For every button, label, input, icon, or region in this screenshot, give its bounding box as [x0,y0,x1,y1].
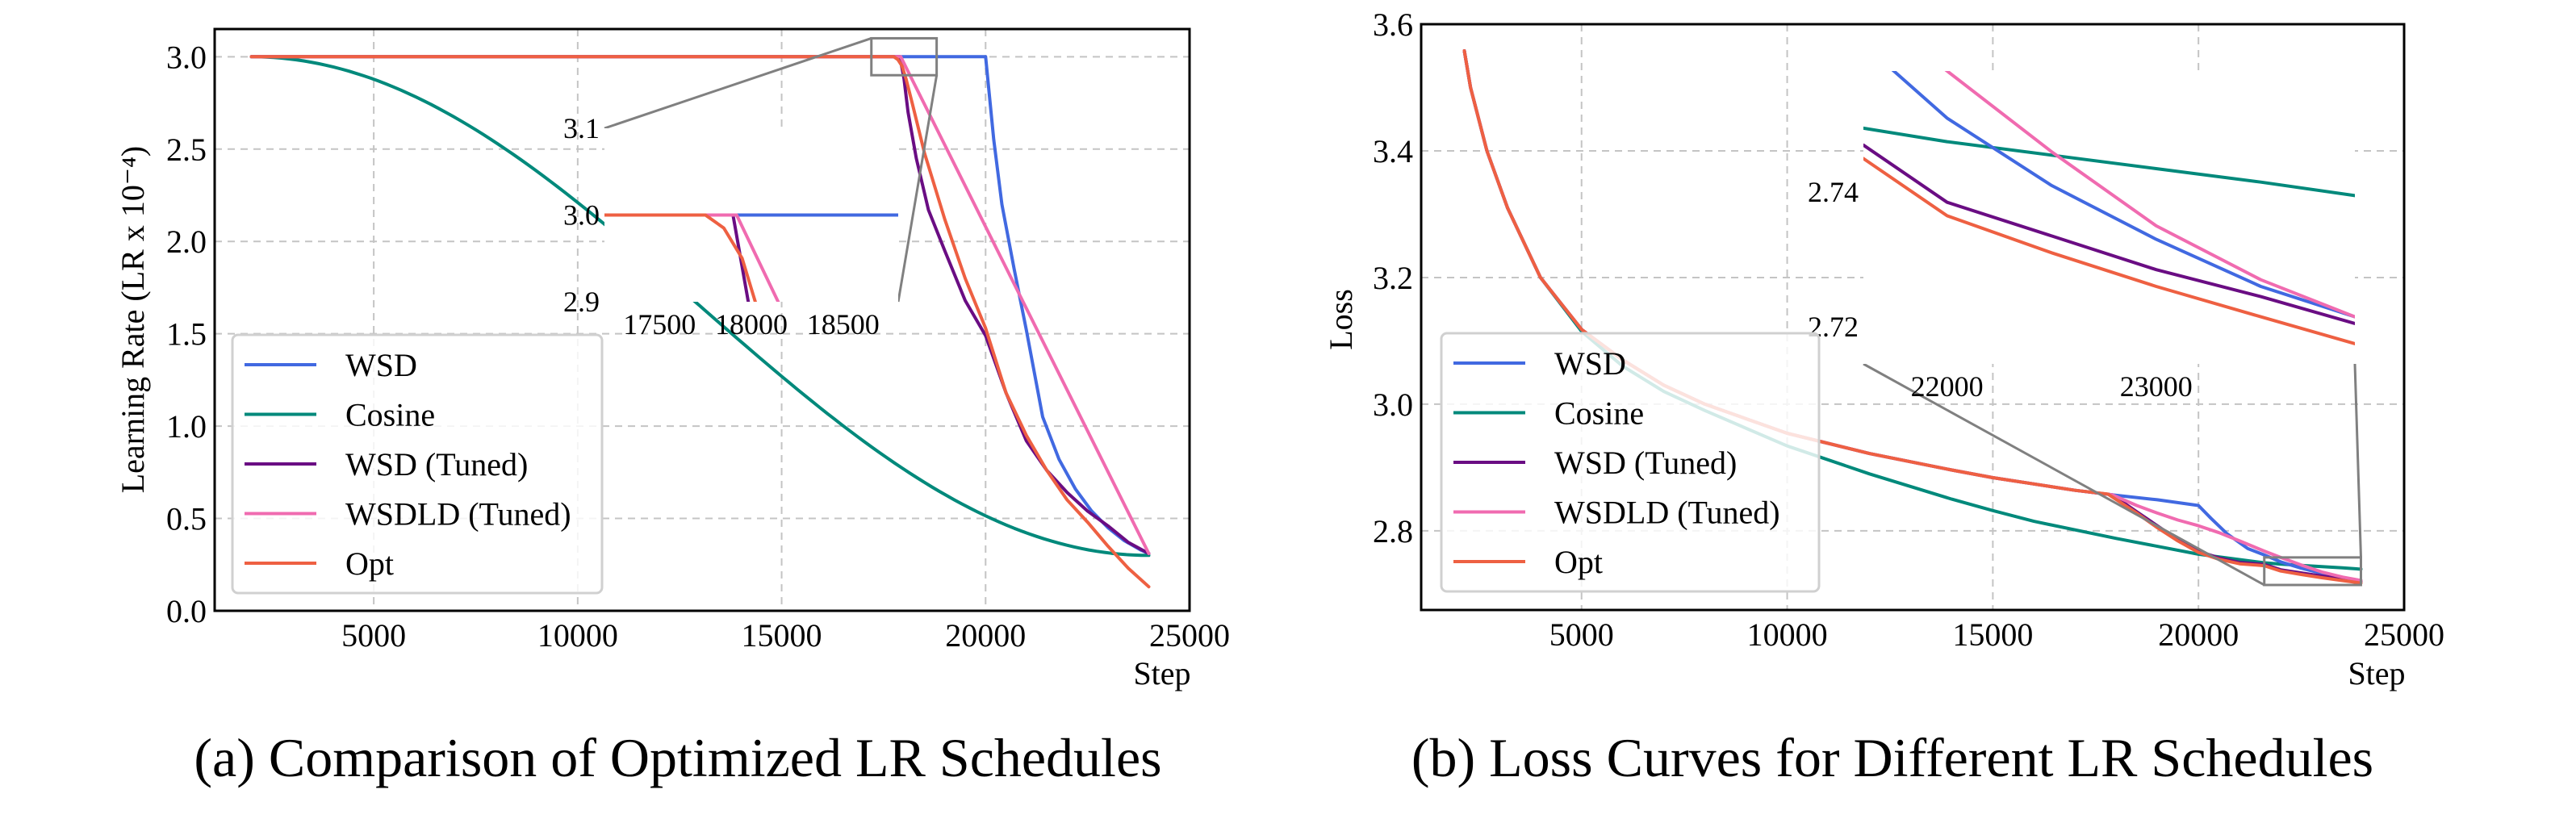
zoom-region-rect [870,36,939,77]
inset-x-tick-label: 17500 [623,308,696,340]
series-line-wsd-tuned-inset [1863,143,2355,325]
series-line-wsd-tuned [249,55,1151,555]
y-tick-label: 2.8 [1373,513,1413,549]
y-axis-label: Learning Rate (LR x 10⁻⁴) [115,146,151,494]
y-tick-label: 3.6 [1373,6,1413,43]
x-tick-label: 5000 [341,617,406,654]
x-axis-label: Step [1133,655,1190,691]
legend-item-wsd: WSD [1453,345,1626,382]
series-line-opt-inset [604,213,757,302]
y-tick-label: 3.0 [1373,386,1413,423]
y-tick-label: 0.0 [166,593,207,629]
inset-plot-area [1863,71,2355,345]
y-axis-label: Loss [1323,289,1359,350]
legend-label: Cosine [345,397,435,433]
y-tick-label: 3.4 [1373,133,1413,169]
legend-item-cosine: Cosine [245,397,435,433]
inset-y-tick-label: 2.9 [563,286,600,318]
y-tick-label: 3.2 [1373,260,1413,296]
legend: WSD Cosine WSD (Tuned) WSDLD (Tuned) Opt [1440,332,1821,593]
inset-x-tick-label: 22000 [1911,370,1984,403]
legend-label: Opt [345,545,394,582]
legend-box [231,333,604,595]
inset-y-tick-label: 3.1 [563,112,600,144]
x-axis-label: Step [2348,655,2405,691]
inset-frame [213,27,1191,612]
legend-item-wsd: WSD [245,347,417,383]
legend-item-wsdld-tuned: WSDLD (Tuned) [245,496,571,533]
zoom-connector-line [897,74,939,303]
legend-label: WSD (Tuned) [1554,445,1737,481]
x-tick-label: 20000 [945,617,1026,654]
x-tick-label: 25000 [1149,617,1230,654]
inset-background [1863,71,2355,364]
legend-item-opt: Opt [1453,544,1603,580]
y-tick-label: 2.5 [166,132,207,168]
inset-chart: 17500 18000 18500 2.9 3.0 3.1 [213,27,1191,612]
series-line-wsdld-tuned-inset [604,213,780,302]
x-tick-label: 10000 [537,617,618,654]
plot-area [249,55,1151,589]
plot-area [1462,49,2363,585]
legend-item-wsd-tuned: WSD (Tuned) [1453,445,1737,481]
series-line-cosine [249,55,1151,558]
legend-label: Cosine [1554,395,1644,432]
tick-labels: 5000 10000 15000 20000 25000 2.8 3.0 3.2 3.4 3.6 [1373,6,2444,653]
legend-label: WSDLD (Tuned) [345,496,571,533]
y-tick-label: 0.5 [166,501,207,537]
x-tick-label: 15000 [1952,616,2033,653]
tick-labels: 5000 10000 15000 20000 25000 0.0 0.5 1.0 1.5 2.0 2… [166,39,1230,654]
inset-plot-area [604,213,898,302]
legend-item-wsd-tuned: WSD (Tuned) [245,446,528,483]
lr-schedule-chart: 17500 18000 18500 2.9 3.0 3.1 5000 10000 15000 2… [115,27,1230,788]
inset-x-tick-label: 18000 [715,308,788,340]
legend-label: WSD [1554,345,1626,382]
zoom-connector-line [1863,362,2265,587]
legend-item-opt: Opt [245,545,394,582]
legend-label: WSD [345,347,417,383]
zoom-region-rect [2263,556,2362,587]
inset-frame [1420,23,2406,612]
legend-box [1440,332,1821,593]
series-line-opt-inset [1863,157,2355,345]
series-line-opt [1462,49,2363,585]
series-line-opt [249,55,1151,589]
series-line-cosine-inset [1863,126,2355,198]
inset-y-tick-label: 2.74 [1808,176,1859,208]
x-tick-label: 15000 [742,617,822,654]
y-tick-label: 1.0 [166,408,207,445]
series-line-wsd-inset [1891,71,2355,319]
legend-item-cosine: Cosine [1453,395,1644,432]
legend-label: WSDLD (Tuned) [1554,495,1780,531]
zoom-indicator [1863,362,2362,587]
zoom-connector-line [2353,363,2362,558]
legend-item-wsdld-tuned: WSDLD (Tuned) [1453,495,1780,531]
legend-label: Opt [1554,544,1603,580]
x-tick-label: 20000 [2158,616,2239,653]
x-tick-label: 5000 [1549,616,1614,653]
y-tick-label: 2.0 [166,224,207,260]
zoom-connector-line [604,37,872,130]
y-tick-label: 1.5 [166,316,207,353]
legend: WSD Cosine WSD (Tuned) WSDLD (Tuned) Opt [231,333,604,595]
zoom-indicator [604,36,939,303]
caption: (a) Comparison of Optimized LR Schedules [194,727,1161,788]
inset-y-tick-label: 3.0 [563,199,600,232]
inset-x-tick-label: 23000 [2120,370,2193,403]
caption: (b) Loss Curves for Different LR Schedul… [1411,727,2373,788]
x-tick-label: 25000 [2364,616,2444,653]
inset-x-tick-label: 18500 [807,308,880,340]
legend-label: WSD (Tuned) [345,446,528,483]
y-tick-label: 3.0 [166,39,207,75]
x-tick-label: 10000 [1747,616,1828,653]
